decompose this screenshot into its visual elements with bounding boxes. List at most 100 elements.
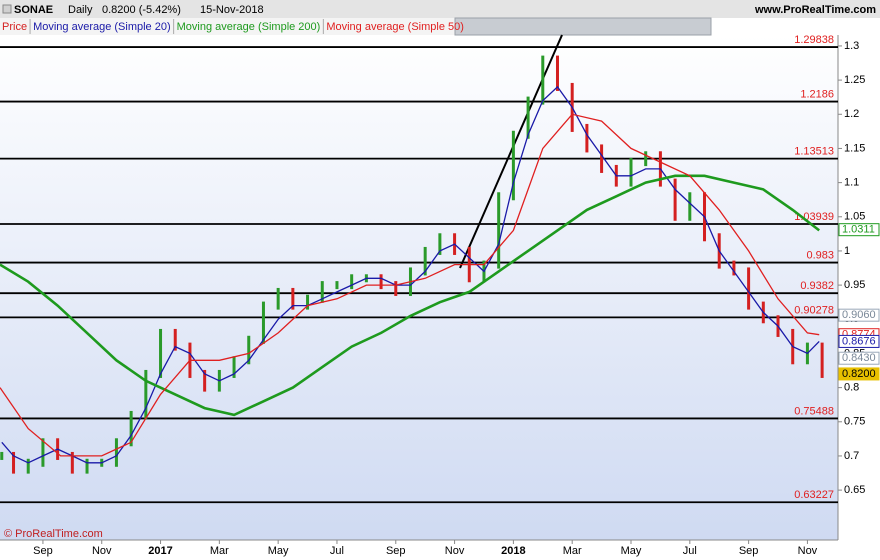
legend-entry: Price	[2, 21, 27, 33]
price-bar	[423, 246, 427, 276]
price-marker	[838, 367, 880, 381]
price-bar	[261, 301, 265, 344]
site: www.ProRealTime.com	[754, 4, 876, 16]
level-label: 1.2186	[800, 88, 834, 100]
legend-entry: Moving average (Simple 20)	[33, 21, 171, 33]
price-marker	[838, 223, 880, 237]
x-tick-label: Mar	[210, 545, 229, 557]
level-label: 1.13513	[794, 146, 834, 158]
x-tick-label: Nov	[92, 545, 112, 557]
level-label: 0.63227	[794, 489, 834, 501]
price-bar	[0, 451, 4, 460]
level-label: 0.75488	[794, 405, 834, 417]
legend-tab	[454, 17, 712, 36]
price-bar	[350, 274, 354, 290]
x-tick-label: Nov	[445, 545, 465, 557]
y-tick-label: 1.15	[844, 142, 865, 154]
date: 15-Nov-2018	[200, 4, 264, 16]
price-bar	[732, 260, 736, 276]
price-bar	[306, 294, 310, 310]
x-tick-label: May	[621, 545, 642, 557]
price-bar	[85, 458, 89, 474]
header-bar	[0, 0, 880, 18]
y-tick-label: 0.65	[844, 484, 865, 496]
icon	[2, 4, 12, 14]
x-tick-label: 2017	[148, 545, 172, 557]
y-tick-label: 0.8	[844, 382, 859, 394]
price-bar	[70, 451, 74, 474]
level-label: 1.29838	[794, 34, 834, 46]
legend-bar	[0, 18, 455, 35]
price-bar	[585, 123, 589, 153]
price-bar	[511, 130, 515, 201]
y-tick-label: 1.2	[844, 108, 859, 120]
price-bar	[688, 192, 692, 221]
price-bar	[335, 281, 339, 290]
price-bar	[203, 369, 207, 392]
price-marker-label: 0.8430	[842, 352, 876, 364]
price-bar	[394, 281, 398, 296]
ma-line	[0, 174, 820, 417]
price-bar	[114, 438, 118, 467]
price-bar	[379, 274, 383, 290]
y-tick-label: 1.25	[844, 74, 865, 86]
x-tick-label: Sep	[386, 545, 406, 557]
price-bar	[26, 458, 30, 474]
price-bar	[820, 342, 824, 378]
price-bar	[247, 335, 251, 365]
price-bar	[541, 55, 545, 105]
price-bar	[555, 55, 559, 91]
level-label: 0.90278	[794, 304, 834, 316]
price-bar	[629, 158, 633, 187]
y-tick-label: 1	[844, 245, 850, 257]
x-tick-label: Sep	[33, 545, 53, 557]
price-bar	[438, 233, 442, 255]
x-tick-label: Mar	[563, 545, 582, 557]
price-bar	[12, 451, 16, 474]
x-tick-label: Sep	[739, 545, 759, 557]
price-bar	[129, 410, 133, 447]
price-bar	[173, 328, 177, 351]
price-bar	[41, 438, 45, 467]
y-tick-label: 0.7	[844, 450, 859, 462]
trend-line	[459, 34, 563, 269]
copyright: © ProRealTime.com	[4, 528, 103, 540]
price-bar	[159, 328, 163, 378]
last-price: 0.8200 (-5.42%)	[102, 4, 181, 16]
y-tick-label: 0.75	[844, 416, 865, 428]
price-marker	[838, 351, 880, 365]
y-tick-label: 1.05	[844, 211, 865, 223]
level-label: 0.983	[806, 249, 834, 261]
ma-line	[0, 113, 820, 457]
price-marker-label: 0.8676	[842, 335, 876, 347]
price-bar	[144, 369, 148, 419]
x-tick-label: Nov	[798, 545, 818, 557]
legend-entry: Moving average (Simple 50)	[326, 21, 464, 33]
y-tick-label: 1.1	[844, 177, 859, 189]
period: Daily	[68, 4, 93, 16]
price-bar	[526, 96, 530, 139]
level-label: 0.9382	[800, 280, 834, 292]
x-tick-label: 2018	[501, 545, 525, 557]
legend-entry: Moving average (Simple 200)	[177, 21, 321, 33]
price-bar	[747, 267, 751, 310]
y-tick-label: 0.95	[844, 279, 865, 291]
price-marker	[838, 308, 880, 322]
price-marker	[838, 334, 880, 348]
price-bar	[291, 287, 295, 310]
plot: 1.298381.21861.135131.039390.9830.93820.…	[0, 34, 838, 504]
price-marker-label: 0.8200	[842, 368, 876, 380]
price-bar	[497, 192, 501, 269]
price-bar	[232, 356, 236, 378]
y-tick-label: 1.3	[844, 40, 859, 52]
price-bar	[320, 281, 324, 303]
price-bar	[644, 151, 648, 167]
x-tick-label: Jul	[330, 545, 344, 557]
x-tick-label: Jul	[683, 545, 697, 557]
symbol: SONAE	[14, 4, 53, 16]
price-marker-label: 0.9060	[842, 309, 876, 321]
plot-area	[0, 35, 838, 540]
price-bar	[276, 287, 280, 310]
price-bar	[673, 178, 677, 221]
